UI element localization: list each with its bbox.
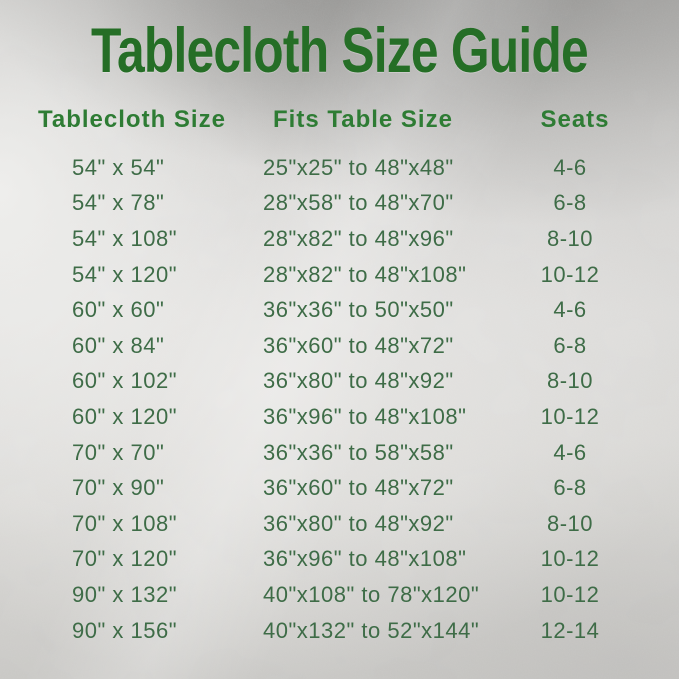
cell-tablecloth-size: 90" x 156" [72,617,178,643]
cell-tablecloth-size: 70" x 90" [72,475,165,501]
cell-fits-table-size: 36"x36" to 58"x58" [263,439,454,465]
table-header-row: Tablecloth Size Fits Table Size Seats [0,104,679,136]
cell-fits-table-size: 28"x82" to 48"x96" [263,225,454,251]
table-row: 60" x 60" 36"x36" to 50"x50" 4-6 [0,292,679,328]
table-row: 70" x 108" 36"x80" to 48"x92" 8-10 [0,506,679,542]
header-tablecloth-size: Tablecloth Size [38,106,226,133]
cell-fits-table-size: 36"x60" to 48"x72" [263,332,454,358]
cell-seats: 4-6 [553,154,587,180]
cell-tablecloth-size: 60" x 102" [72,368,178,394]
table-row: 70" x 120" 36"x96" to 48"x108" 10-12 [0,542,679,578]
cell-seats: 8-10 [546,225,594,251]
cell-fits-table-size: 28"x82" to 48"x108" [263,261,467,287]
table-row: 90" x 132" 40"x108" to 78"x120" 10-12 [0,577,679,613]
cell-fits-table-size: 36"x36" to 50"x50" [263,297,454,323]
cell-fits-table-size: 28"x58" to 48"x70" [263,190,454,216]
cell-tablecloth-size: 60" x 60" [72,297,165,323]
table-row: 54" x 120" 28"x82" to 48"x108" 10-12 [0,257,679,293]
cell-fits-table-size: 36"x96" to 48"x108" [263,403,467,429]
page-title-text: Tablecloth Size Guide [91,16,589,86]
cell-tablecloth-size: 70" x 108" [72,510,178,536]
cell-tablecloth-size: 54" x 78" [72,190,165,216]
table-row: 54" x 78" 28"x58" to 48"x70" 6-8 [0,186,679,222]
cell-seats: 10-12 [540,581,600,607]
cell-seats: 10-12 [540,261,600,287]
cell-seats: 4-6 [553,439,587,465]
cell-fits-table-size: 40"x132" to 52"x144" [263,617,480,643]
table-row: 60" x 84" 36"x60" to 48"x72" 6-8 [0,328,679,364]
cell-seats: 6-8 [553,475,587,501]
cell-fits-table-size: 40"x108" to 78"x120" [263,581,480,607]
cell-seats: 6-8 [553,332,587,358]
table-row: 54" x 108" 28"x82" to 48"x96" 8-10 [0,221,679,257]
cell-tablecloth-size: 54" x 120" [72,261,178,287]
table-body: 54" x 54" 25"x25" to 48"x48" 4-6 54" x 7… [0,150,679,648]
table-row: 70" x 90" 36"x60" to 48"x72" 6-8 [0,470,679,506]
cell-seats: 4-6 [553,297,587,323]
cell-fits-table-size: 36"x80" to 48"x92" [263,368,454,394]
table-row: 70" x 70" 36"x36" to 58"x58" 4-6 [0,435,679,471]
cell-seats: 8-10 [546,368,594,394]
cell-seats: 8-10 [546,510,594,536]
cell-tablecloth-size: 60" x 84" [72,332,165,358]
cell-tablecloth-size: 54" x 54" [72,154,165,180]
cell-tablecloth-size: 90" x 132" [72,581,178,607]
page-title: Tablecloth Size Guide [0,20,679,83]
cell-tablecloth-size: 70" x 120" [72,546,178,572]
cell-tablecloth-size: 70" x 70" [72,439,165,465]
cell-tablecloth-size: 54" x 108" [72,225,178,251]
cell-tablecloth-size: 60" x 120" [72,403,178,429]
header-seats: Seats [540,106,610,133]
table-row: 54" x 54" 25"x25" to 48"x48" 4-6 [0,150,679,186]
table-row: 90" x 156" 40"x132" to 52"x144" 12-14 [0,613,679,649]
cell-seats: 12-14 [540,617,600,643]
cell-seats: 10-12 [540,546,600,572]
cell-fits-table-size: 25"x25" to 48"x48" [263,154,454,180]
header-fits-table-size: Fits Table Size [273,106,453,133]
table-row: 60" x 120" 36"x96" to 48"x108" 10-12 [0,399,679,435]
cell-seats: 10-12 [540,403,600,429]
cell-fits-table-size: 36"x60" to 48"x72" [263,475,454,501]
cell-fits-table-size: 36"x96" to 48"x108" [263,546,467,572]
cell-fits-table-size: 36"x80" to 48"x92" [263,510,454,536]
table-row: 60" x 102" 36"x80" to 48"x92" 8-10 [0,364,679,400]
cell-seats: 6-8 [553,190,587,216]
